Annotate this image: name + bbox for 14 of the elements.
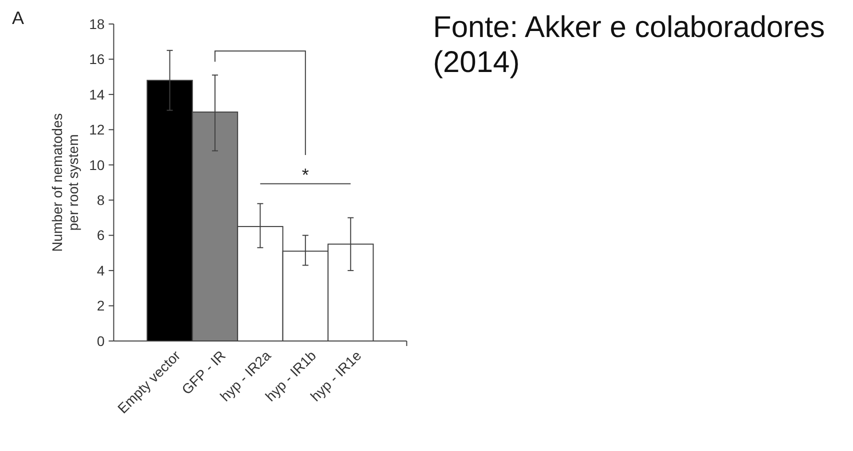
text: A [12, 8, 24, 28]
y-tick-label: 6 [96, 227, 105, 244]
y-tick-label: 10 [89, 156, 105, 173]
y-tick-label: 0 [96, 332, 105, 349]
annotation: * [302, 165, 309, 185]
y-axis-title: Number of nematodes per root system [49, 113, 81, 252]
y-tick-label: 14 [89, 86, 105, 102]
y-tick-label: 4 [96, 262, 105, 278]
y-tick-label: 16 [89, 51, 105, 68]
source-note: Fonte: Akker e colaboradores (2014) [433, 11, 825, 79]
y-tick-label: 12 [89, 122, 105, 138]
y-tick-label: 8 [96, 192, 105, 208]
y-tick-label: 18 [89, 16, 105, 32]
y-tick-label: 2 [96, 298, 105, 314]
